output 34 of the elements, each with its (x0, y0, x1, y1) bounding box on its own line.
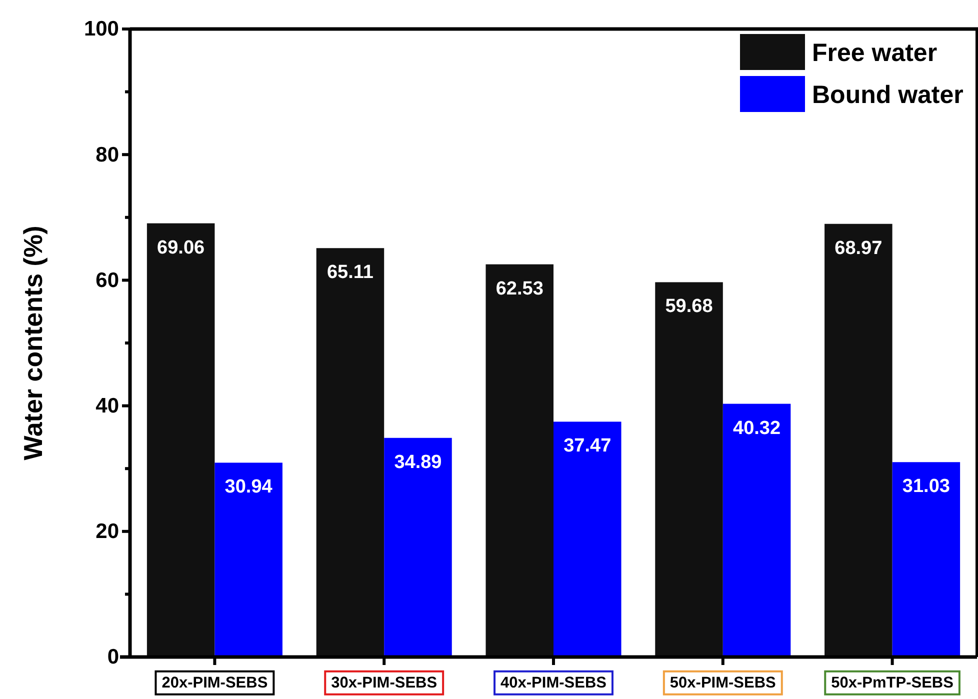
data-label: 62.53 (496, 278, 544, 300)
bar (316, 248, 384, 657)
data-label: 59.68 (665, 296, 713, 318)
legend-label: Bound water (812, 81, 964, 109)
bar (824, 224, 892, 657)
bar (486, 264, 554, 657)
bar (655, 282, 723, 657)
data-label: 34.89 (394, 452, 442, 473)
x-tick-label: 30x-PIM-SEBS (331, 674, 438, 692)
data-label: 69.06 (157, 237, 205, 258)
data-label: 40.32 (733, 418, 781, 439)
x-tick-label: 40x-PIM-SEBS (500, 674, 606, 692)
x-tick-label: 50x-PmTP-SEBS (831, 674, 954, 692)
bar (214, 462, 282, 657)
bar (722, 404, 791, 657)
bar (146, 223, 215, 657)
bar (892, 462, 960, 657)
y-axis-title: Water contents (%) (18, 226, 48, 460)
y-tick-label: 0 (107, 646, 119, 669)
data-label: 68.97 (834, 238, 882, 259)
y-tick-label: 40 (96, 394, 119, 418)
data-label: 30.94 (224, 476, 273, 498)
x-tick-label: 20x-PIM-SEBS (162, 674, 268, 692)
y-tick-label: 20 (96, 520, 119, 544)
legend-label: Free water (812, 39, 938, 67)
data-label: 65.11 (326, 262, 374, 284)
y-tick-label: 80 (96, 143, 119, 166)
y-tick-label: 100 (84, 18, 119, 41)
data-label: 37.47 (564, 436, 612, 457)
bar (384, 438, 452, 657)
y-tick-label: 60 (96, 268, 119, 292)
bar (554, 422, 622, 657)
data-label: 31.03 (902, 476, 950, 498)
x-tick-label: 50x-PIM-SEBS (670, 674, 776, 692)
